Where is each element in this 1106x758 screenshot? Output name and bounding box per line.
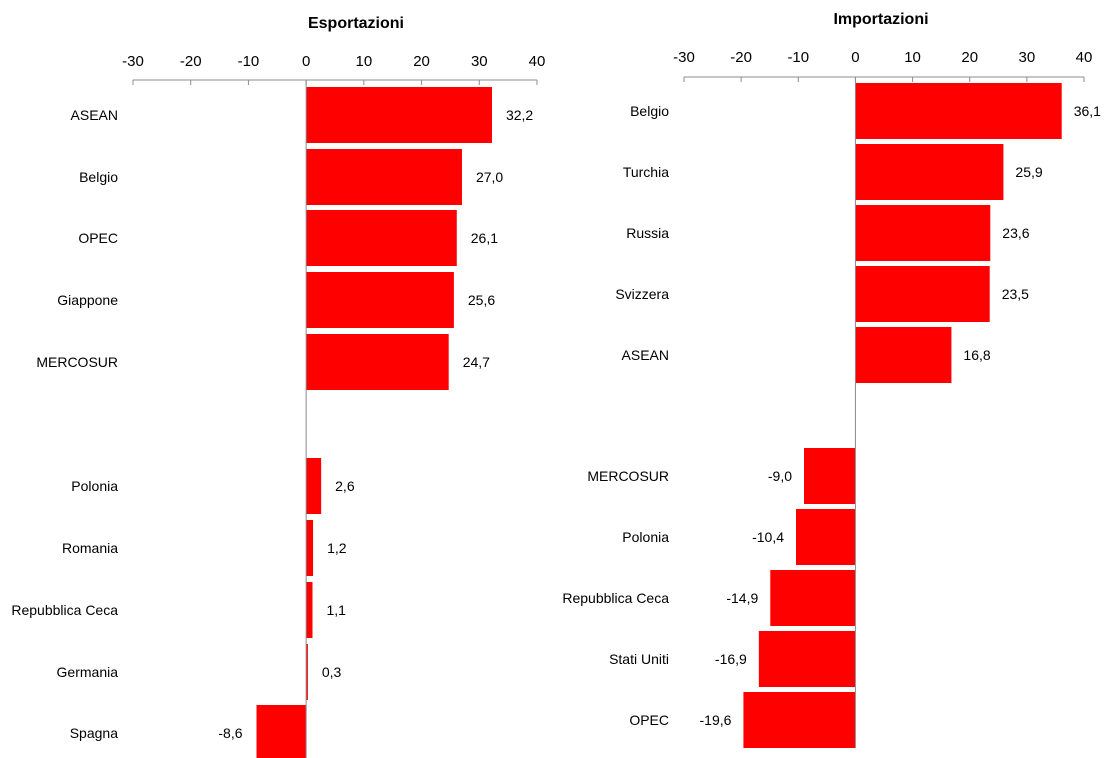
exports-bar-repubblica-ceca	[306, 582, 313, 638]
exports-data-label: 2,6	[335, 478, 355, 494]
imports-category-label: MERCOSUR	[587, 468, 669, 484]
imports-category-label: Turchia	[623, 164, 669, 180]
imports-bar-russia	[855, 205, 991, 261]
imports-data-label: 16,8	[963, 347, 990, 363]
imports-tick-label: -20	[730, 49, 752, 66]
imports-category-label: Russia	[626, 225, 669, 241]
imports-data-label: -16,9	[715, 651, 747, 667]
exports-category-label: Belgio	[79, 169, 118, 185]
imports-data-label: 25,9	[1015, 164, 1042, 180]
exports-category-label: Giappone	[57, 292, 118, 308]
exports-bar-spagna	[256, 705, 307, 758]
exports-category-label: Spagna	[70, 725, 118, 741]
exports-data-label: -8,6	[218, 725, 242, 741]
imports-category-label: OPEC	[629, 712, 669, 728]
exports-bar-mercosur	[306, 334, 449, 390]
exports-data-label: 27,0	[476, 169, 503, 185]
exports-chart-panel: Esportazioni -30 -20 -10 0 10 20 30 40 ASEAN 32,2…	[11, 15, 545, 758]
imports-bar-stati-uniti	[758, 631, 856, 687]
exports-tick-label: 30	[471, 53, 488, 70]
imports-category-label: Repubblica Ceca	[562, 590, 669, 606]
imports-category-label: Polonia	[622, 529, 669, 545]
exports-data-label: 0,3	[322, 664, 342, 680]
exports-tick-label: 10	[356, 53, 373, 70]
exports-bar-opec	[306, 210, 457, 266]
exports-bar-asean	[306, 87, 492, 143]
exports-category-label: Germania	[57, 664, 119, 680]
imports-tick-label: 30	[1019, 49, 1036, 66]
imports-tick-label: -30	[673, 49, 695, 66]
imports-bar-opec	[743, 692, 856, 748]
exports-data-label: 26,1	[471, 230, 498, 246]
imports-data-label: -10,4	[752, 529, 784, 545]
exports-data-label: 32,2	[506, 107, 533, 123]
exports-tick-label: -30	[122, 53, 144, 70]
exports-category-label: MERCOSUR	[36, 354, 118, 370]
imports-tick-label: 0	[851, 49, 859, 66]
exports-tick-label: 0	[302, 53, 310, 70]
imports-tick-label: 40	[1076, 49, 1093, 66]
exports-category-label: ASEAN	[71, 107, 118, 123]
imports-tick-label: 10	[904, 49, 921, 66]
imports-bar-svizzera	[855, 266, 990, 322]
imports-data-label: -9,0	[768, 468, 792, 484]
imports-bar-belgio	[855, 83, 1062, 139]
imports-tick-label: 20	[961, 49, 978, 66]
exports-tick-label: 20	[413, 53, 430, 70]
exports-chart-title: Esportazioni	[308, 15, 404, 32]
imports-data-label: 23,6	[1002, 225, 1029, 241]
exports-category-label: Polonia	[71, 478, 118, 494]
exports-tick-label: -10	[238, 53, 260, 70]
imports-category-label: Svizzera	[615, 286, 669, 302]
imports-data-label: 23,5	[1002, 286, 1029, 302]
imports-bar-repubblica-ceca	[770, 570, 856, 626]
exports-category-label: Romania	[62, 540, 118, 556]
imports-chart-panel: Importazioni -30 -20 -10 0 10 20 30 40 Belgio 36,…	[562, 11, 1101, 748]
imports-category-label: ASEAN	[622, 347, 669, 363]
exports-bar-romania	[306, 520, 314, 576]
imports-chart-title: Importazioni	[833, 11, 928, 28]
exports-category-label: OPEC	[78, 230, 118, 246]
imports-bar-mercosur	[804, 448, 856, 504]
imports-bar-asean	[855, 327, 952, 383]
imports-category-label: Belgio	[630, 103, 669, 119]
exports-bar-giappone	[306, 272, 454, 328]
exports-data-label: 25,6	[468, 292, 495, 308]
exports-bar-polonia	[306, 458, 322, 514]
exports-data-label: 1,1	[326, 602, 346, 618]
exports-data-label: 1,2	[327, 540, 347, 556]
exports-tick-label: -20	[180, 53, 202, 70]
imports-data-label: 36,1	[1074, 103, 1101, 119]
exports-category-label: Repubblica Ceca	[11, 602, 118, 618]
imports-category-label: Stati Uniti	[609, 651, 669, 667]
exports-tick-label: 40	[529, 53, 546, 70]
exports-data-label: 24,7	[463, 354, 490, 370]
imports-data-label: -14,9	[726, 590, 758, 606]
imports-bar-turchia	[855, 144, 1004, 200]
exports-bar-belgio	[306, 149, 462, 205]
imports-bar-polonia	[796, 509, 856, 565]
exports-bar-germania	[306, 644, 308, 700]
imports-tick-label: -10	[787, 49, 809, 66]
imports-data-label: -19,6	[700, 712, 732, 728]
